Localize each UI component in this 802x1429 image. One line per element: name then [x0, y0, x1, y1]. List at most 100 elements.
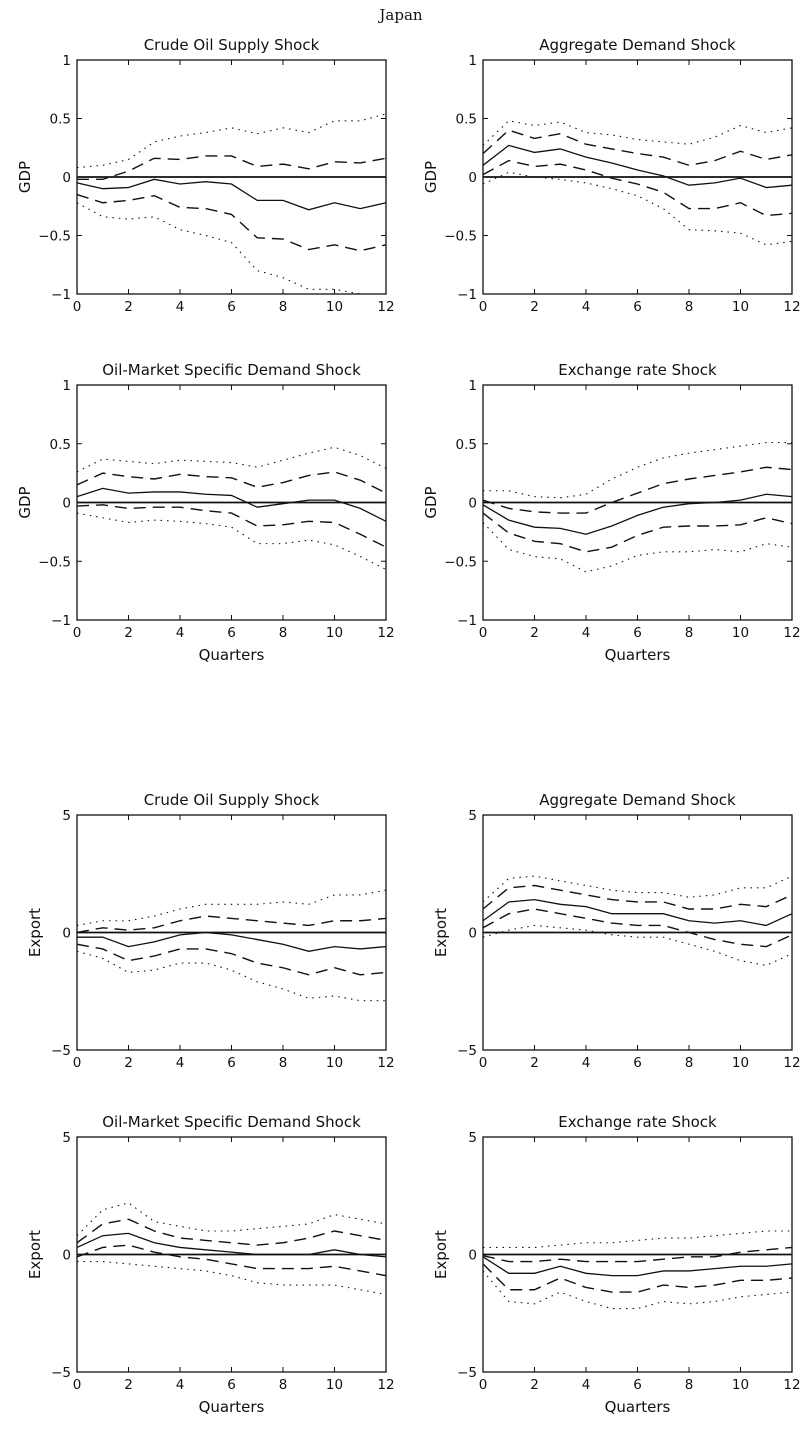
median-line	[482, 1256, 793, 1277]
chart-panel-4: Exchange rate Shock 0 2 4 6 8 10 12 −1 −0.5 0 0.5 1 G…	[422, 361, 801, 664]
panel-title: Aggregate Demand Shock	[539, 36, 736, 54]
lower-band-dotted	[76, 512, 387, 570]
x-tick-label: 4	[582, 299, 591, 315]
x-tick-label: 0	[73, 625, 82, 641]
x-tick-label: 8	[279, 299, 288, 315]
lower-band-dotted	[482, 171, 793, 246]
upper-band-dotted	[483, 442, 792, 499]
y-tick-label: −5	[457, 1365, 477, 1381]
x-tick-label: 0	[479, 299, 488, 315]
y-tick-label: −0.5	[38, 229, 71, 245]
y-axis-label: Export	[26, 908, 44, 957]
y-tick-label: 0	[468, 1248, 477, 1264]
y-tick-label: 0	[62, 1248, 71, 1264]
y-tick-label: −1	[457, 287, 477, 303]
y-tick-label: −0.5	[444, 554, 477, 570]
x-tick-label: 10	[732, 299, 749, 315]
median-line	[482, 898, 793, 927]
figure-title: Japan	[379, 6, 423, 24]
x-tick-label: 10	[732, 1055, 749, 1071]
y-tick-label: 0.5	[456, 437, 477, 453]
x-tick-label: 0	[73, 1377, 82, 1393]
x-tick-label: 12	[783, 1377, 800, 1393]
x-tick-label: 4	[176, 299, 185, 315]
y-tick-label: −0.5	[38, 554, 71, 570]
y-tick-label: 1	[468, 53, 477, 69]
x-tick-label: 4	[582, 625, 591, 641]
panel-title: Crude Oil Supply Shock	[144, 791, 320, 809]
y-tick-label: 1	[468, 378, 477, 394]
x-tick-label: 12	[377, 625, 394, 641]
y-axis-label: GDP	[16, 161, 34, 193]
y-tick-label: −0.5	[444, 229, 477, 245]
upper-band-dotted	[76, 1202, 387, 1237]
upper-band-dashed	[482, 466, 793, 514]
panel-title: Oil-Market Specific Demand Shock	[102, 1113, 361, 1131]
lower-band-dotted	[76, 202, 386, 295]
upper-band-dotted	[76, 446, 387, 473]
x-axis-label: Quarters	[605, 646, 671, 664]
y-axis-label: GDP	[422, 486, 440, 518]
x-tick-label: 8	[685, 1055, 694, 1071]
y-tick-label: 1	[62, 53, 71, 69]
x-tick-label: 10	[326, 625, 343, 641]
x-tick-label: 8	[685, 299, 694, 315]
y-tick-label: −1	[51, 613, 71, 629]
x-tick-label: 0	[73, 1055, 82, 1071]
y-axis-label: GDP	[422, 161, 440, 193]
chart-panel-7: Oil-Market Specific Demand Shock 0 2 4 6 8 10 1…	[26, 1113, 395, 1416]
y-tick-label: 0	[62, 170, 71, 186]
upper-band-dashed	[77, 155, 387, 181]
x-tick-label: 2	[124, 299, 133, 315]
y-tick-label: 5	[468, 808, 477, 824]
x-tick-label: 4	[582, 1377, 591, 1393]
x-tick-label: 6	[633, 1055, 642, 1071]
y-tick-label: 0.5	[50, 112, 71, 128]
median-line	[76, 487, 387, 522]
x-tick-label: 4	[176, 625, 185, 641]
x-tick-label: 12	[783, 625, 800, 641]
x-tick-label: 4	[176, 1055, 185, 1071]
y-axis-label: Export	[26, 1230, 44, 1279]
x-axis-label: Quarters	[199, 646, 265, 664]
median-line	[76, 1232, 387, 1258]
x-tick-label: 0	[73, 299, 82, 315]
x-tick-label: 4	[176, 1377, 185, 1393]
panel-title: Exchange rate Shock	[558, 361, 717, 379]
x-tick-label: 6	[633, 299, 642, 315]
x-tick-label: 10	[732, 625, 749, 641]
x-tick-label: 8	[685, 625, 694, 641]
x-tick-label: 0	[479, 625, 488, 641]
panel-title: Aggregate Demand Shock	[539, 791, 736, 809]
upper-band-dotted	[76, 113, 387, 169]
x-tick-label: 0	[479, 1377, 488, 1393]
x-axis-label: Quarters	[605, 1398, 671, 1416]
lower-band-dotted	[482, 1270, 793, 1310]
lower-band-dashed	[482, 1263, 793, 1293]
x-tick-label: 8	[279, 1055, 288, 1071]
lower-band-dashed	[76, 504, 387, 548]
y-tick-label: −1	[457, 613, 477, 629]
y-axis-label: Export	[432, 1230, 450, 1279]
y-axis-label: GDP	[16, 486, 34, 518]
x-tick-label: 8	[685, 1377, 694, 1393]
x-tick-label: 12	[783, 299, 800, 315]
x-tick-label: 6	[227, 1055, 236, 1071]
y-tick-label: 0	[62, 926, 71, 942]
y-tick-label: −5	[51, 1365, 71, 1381]
upper-band-dashed	[76, 1218, 387, 1246]
chart-panel-1: Crude Oil Supply Shock 0 2 4 6 8 10 12 −1 −0.5 0 0.…	[16, 36, 395, 315]
panel-title: Exchange rate Shock	[558, 1113, 717, 1131]
y-tick-label: 0.5	[456, 112, 477, 128]
x-tick-label: 2	[124, 1377, 133, 1393]
x-tick-label: 2	[124, 625, 133, 641]
x-tick-label: 12	[783, 1055, 800, 1071]
x-tick-label: 6	[633, 1377, 642, 1393]
y-tick-label: 0	[468, 926, 477, 942]
lower-band-dashed	[482, 908, 793, 948]
upper-band-dashed	[76, 471, 387, 494]
y-axis-label: Export	[432, 908, 450, 957]
